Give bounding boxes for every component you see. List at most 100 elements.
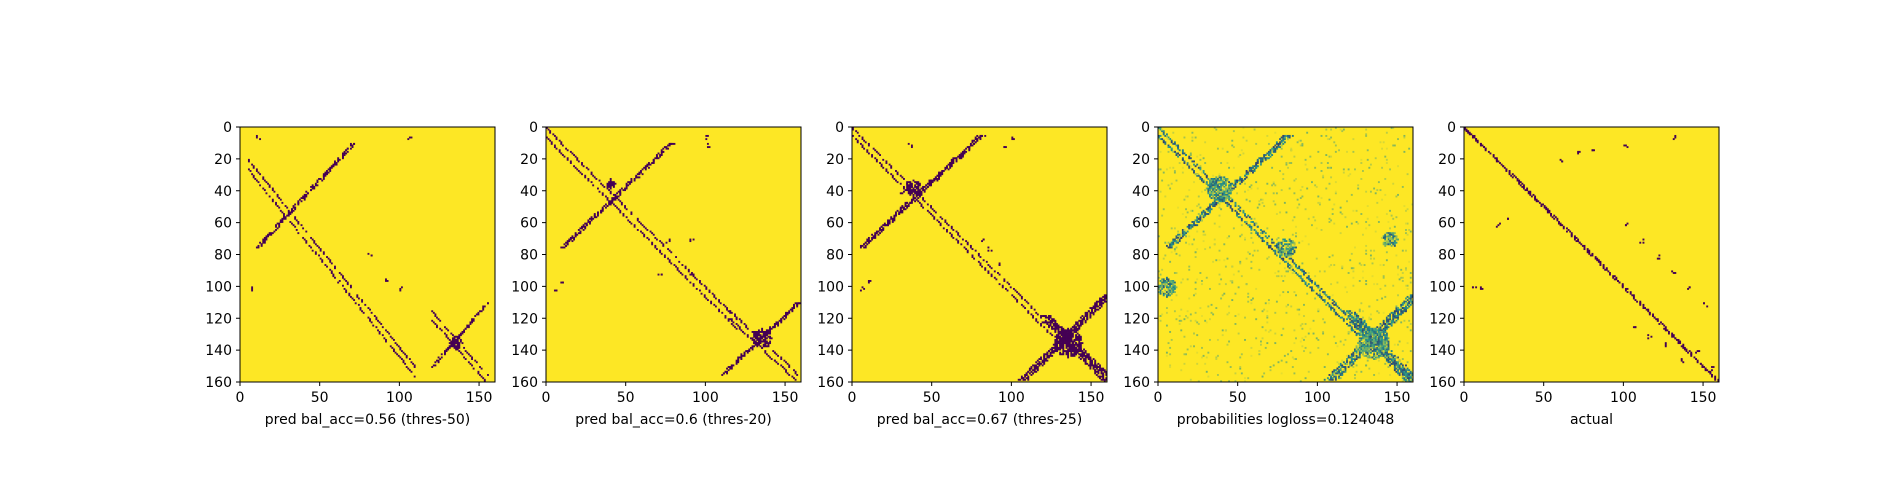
heatmap-cell <box>1384 233 1387 236</box>
heatmap-cell <box>689 238 692 241</box>
heatmap-cell <box>706 142 709 145</box>
heatmap-cell <box>899 174 902 177</box>
heatmap-cell <box>332 273 335 276</box>
heatmap-cell <box>1083 358 1085 360</box>
heatmap-cell <box>1073 327 1076 330</box>
heatmap-cell <box>1060 346 1063 349</box>
heatmap-cell <box>767 345 770 348</box>
y-tick-label: 20 <box>826 152 844 168</box>
heatmap-cell <box>936 178 939 180</box>
heatmap-cell <box>694 276 697 279</box>
heatmap-cell <box>1164 283 1167 286</box>
heatmap-cell <box>1287 303 1289 306</box>
heatmap-cell <box>1202 209 1205 212</box>
heatmap-cell <box>611 182 614 185</box>
heatmap-cell <box>1287 136 1289 139</box>
heatmap-cell <box>1405 380 1407 382</box>
heatmap-cell <box>1357 187 1360 190</box>
heatmap-cell <box>345 280 348 282</box>
heatmap-cell <box>751 345 754 348</box>
heatmap-cell <box>1162 133 1165 136</box>
heatmap-cell <box>1212 203 1215 206</box>
heatmap-cell <box>461 331 464 333</box>
heatmap-cell <box>1250 302 1253 305</box>
heatmap-cell <box>444 332 446 335</box>
heatmap-cell <box>1070 332 1073 335</box>
heatmap-cell <box>563 155 566 158</box>
heatmap-cell <box>861 146 864 149</box>
heatmap-cell <box>1358 354 1361 357</box>
heatmap-cell <box>1247 224 1250 227</box>
heatmap-cell <box>367 252 370 255</box>
heatmap-cell <box>1334 181 1337 184</box>
heatmap-cell <box>284 216 287 219</box>
heatmap-cell <box>965 147 968 150</box>
heatmap-cell <box>1032 315 1034 317</box>
heatmap-cell <box>1397 318 1399 321</box>
heatmap-cell <box>1199 178 1202 180</box>
heatmap-cell <box>612 185 615 188</box>
heatmap-cell <box>445 350 448 353</box>
heatmap-cell <box>1212 190 1215 193</box>
heatmap-cell <box>579 171 582 174</box>
heatmap-cell <box>550 142 553 145</box>
heatmap-cell <box>407 138 410 141</box>
heatmap-cell <box>867 240 870 243</box>
heatmap-cell <box>389 335 392 338</box>
heatmap-cell <box>1277 146 1280 149</box>
heatmap-cell <box>759 337 762 340</box>
heatmap-cell <box>399 356 402 359</box>
heatmap-cell <box>770 337 773 340</box>
heatmap-cell <box>907 185 910 188</box>
heatmap-cell <box>611 201 614 204</box>
heatmap-cell <box>251 173 254 176</box>
heatmap-cell <box>1071 343 1074 346</box>
heatmap-cell <box>322 173 325 176</box>
heatmap-cell <box>1288 257 1291 260</box>
heatmap-cell <box>338 272 341 274</box>
heatmap-cell <box>611 198 614 201</box>
heatmap-cell <box>455 335 458 338</box>
heatmap-cell <box>1358 324 1361 327</box>
heatmap-cell <box>946 222 948 225</box>
heatmap-cell <box>1389 353 1391 356</box>
heatmap-cell <box>587 179 590 182</box>
heatmap-cell <box>1035 311 1038 314</box>
heatmap-cell <box>1216 338 1219 341</box>
heatmap-cell <box>1392 359 1395 362</box>
heatmap-cell <box>1387 326 1390 329</box>
heatmap-cell <box>1373 332 1376 335</box>
heatmap-cell <box>1170 244 1173 247</box>
heatmap-cell <box>949 162 952 164</box>
heatmap-cell <box>410 370 413 373</box>
heatmap-cell <box>1028 372 1031 375</box>
heatmap-cell <box>1393 144 1396 147</box>
heatmap-cell <box>1216 190 1219 193</box>
heatmap-cell <box>1202 216 1205 219</box>
heatmap-cell <box>362 311 365 314</box>
heatmap-cell <box>609 190 612 193</box>
heatmap-cell <box>1374 329 1377 332</box>
heatmap-cell <box>472 318 475 321</box>
heatmap-cell <box>887 219 889 222</box>
heatmap-cell <box>730 311 733 314</box>
heatmap-cell <box>1368 350 1371 353</box>
heatmap-cell <box>1301 195 1304 198</box>
heatmap-cell <box>1165 281 1168 284</box>
heatmap-cell <box>931 214 934 217</box>
heatmap-cell <box>910 190 913 193</box>
heatmap-cell <box>1216 147 1219 150</box>
heatmap-cell <box>455 348 458 351</box>
heatmap-cell <box>1365 335 1368 338</box>
heatmap-cell <box>1326 166 1329 169</box>
heatmap-cell <box>1358 342 1361 345</box>
heatmap-cell <box>1395 356 1398 359</box>
heatmap-cell <box>1220 187 1223 190</box>
heatmap-cell <box>1197 221 1200 223</box>
heatmap-cell <box>1065 353 1068 356</box>
heatmap-cell <box>569 162 572 164</box>
heatmap-cell <box>1221 198 1224 201</box>
heatmap-cell <box>1051 354 1054 357</box>
heatmap-cell <box>667 257 670 260</box>
heatmap-cell <box>1170 243 1173 246</box>
